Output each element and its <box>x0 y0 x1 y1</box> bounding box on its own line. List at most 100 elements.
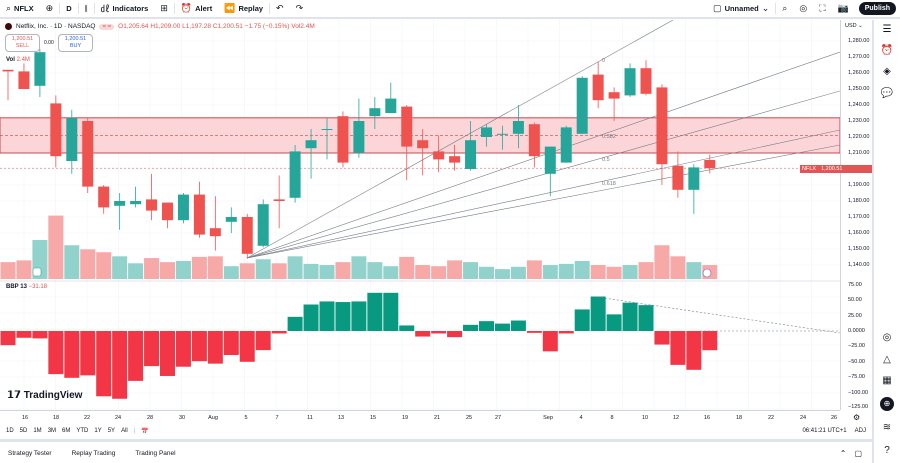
range-5y[interactable]: 5Y <box>107 428 116 434</box>
currency-select[interactable]: USD ⌄ <box>845 23 863 29</box>
redo-button[interactable]: ↷ <box>290 0 310 18</box>
buy-price: 1,200.51 <box>64 36 87 42</box>
bbp-bar <box>542 331 558 352</box>
volume-bar <box>399 256 415 279</box>
goto-date-icon[interactable]: 📅 <box>141 428 149 435</box>
price-label: 1,250.00 <box>848 86 870 92</box>
bbp-trendline <box>596 296 840 334</box>
earnings-marker-icon <box>32 267 42 277</box>
bbp-bar <box>160 331 175 376</box>
bbp-bar <box>239 331 255 362</box>
candle-body <box>592 74 604 101</box>
fullscreen-button[interactable]: ⛶ <box>813 0 831 18</box>
candle-body <box>209 228 221 237</box>
tab-trading-panel[interactable]: Trading Panel <box>135 450 176 457</box>
brand-name: TradingView <box>23 390 83 401</box>
globe-icon[interactable]: ⊕ <box>880 397 894 411</box>
layers-icon[interactable]: ◈ <box>883 66 891 77</box>
range-all[interactable]: All <box>121 428 128 434</box>
chat-icon[interactable]: 💬 <box>880 88 894 99</box>
compare-button[interactable]: ⊕ <box>40 0 60 18</box>
templates-button[interactable]: ⊞ <box>154 0 174 18</box>
volume-bar <box>239 263 255 279</box>
alerts-clock-icon[interactable]: ⏰ <box>880 45 894 56</box>
date-label: 22 <box>83 415 91 421</box>
candle-body <box>82 121 94 187</box>
range-6m[interactable]: 6M <box>62 428 71 434</box>
bbp-bar <box>367 292 383 331</box>
maximize-icon[interactable]: ▢ <box>854 449 862 458</box>
panel-controls: ⌃ ▢ <box>840 449 872 458</box>
symbol-search[interactable]: ⌕ NFLX <box>0 0 40 18</box>
candle-body <box>146 199 158 211</box>
watchlist-icon[interactable]: ☰ <box>882 24 892 35</box>
adj-button[interactable]: ADJ <box>854 428 866 434</box>
price-label: 1,190.00 <box>848 182 870 188</box>
help-icon[interactable]: ? <box>884 445 890 456</box>
undo-button[interactable]: ↶ <box>270 0 290 18</box>
range-3m[interactable]: 3M <box>47 428 57 434</box>
bbp-bar <box>0 331 16 346</box>
date-axis[interactable]: 16 18 22 24 28 30 Aug 5 7 11 13 15 19 21 25 27 Sep 4 8 10 12… <box>0 410 860 423</box>
signal-icon[interactable]: ≋ <box>882 422 892 433</box>
alert-button[interactable]: ⏰ Alert <box>175 0 218 18</box>
sell-button[interactable]: 1,200.51 SELL <box>5 34 40 52</box>
bbp-bar <box>622 302 638 331</box>
replay-label: Replay <box>238 4 264 13</box>
date-label: 16 <box>21 415 29 421</box>
interval-button[interactable]: D <box>60 0 77 18</box>
bbp-bar <box>112 331 128 399</box>
settings-button[interactable]: ◎ <box>793 0 813 18</box>
buy-label: BUY <box>69 43 82 49</box>
legend-toggle[interactable]: = = <box>99 23 115 30</box>
ideas-icon[interactable]: △ <box>883 354 891 365</box>
volume-bar <box>80 249 96 279</box>
sell-price: 1,200.51 <box>11 36 34 42</box>
range-1y[interactable]: 1Y <box>94 428 102 434</box>
fullscreen-icon: ⛶ <box>819 3 826 13</box>
volume-bar <box>160 262 175 279</box>
target-icon[interactable]: ◎ <box>882 332 892 343</box>
tab-replay-trading[interactable]: Replay Trading <box>71 450 116 457</box>
layout-button[interactable]: ▢ Unnamed ⌄ <box>707 0 775 18</box>
bbp-axis-label: 50.00 <box>848 297 862 304</box>
bbp-bar <box>479 321 494 331</box>
range-1m[interactable]: 1M <box>33 428 42 434</box>
candle-body <box>66 117 78 161</box>
chart-type-button[interactable]: ⫾ <box>79 0 94 18</box>
publish-button[interactable]: Publish <box>858 2 896 15</box>
axis-settings-icon[interactable]: ⚙ <box>853 413 861 422</box>
bbp-axis-label: 75.00 <box>848 281 862 288</box>
price-axis[interactable]: USD ⌄ 1,280.00 1,270.00 1,260.00 1,250.00 1,… <box>840 20 872 410</box>
range-1d[interactable]: 1D <box>6 428 14 434</box>
bbp-axis-label: 0.0000 <box>848 328 865 334</box>
bbp-axis-label: −125.00 <box>848 404 869 410</box>
bbp-bar <box>526 331 542 333</box>
range-5d[interactable]: 5D <box>19 428 28 434</box>
chart-canvas[interactable]: 0 0.382 0.5 0.618 <box>0 20 840 410</box>
settings-icon: ◎ <box>799 3 808 13</box>
collapse-icon[interactable]: ⌃ <box>839 449 847 458</box>
tab-strategy-tester[interactable]: Strategy Tester <box>8 450 52 457</box>
clock-time[interactable]: 06:41:21 UTC+1 <box>802 428 847 434</box>
calendar-icon[interactable]: ▦ <box>882 375 892 386</box>
ohlc-values: O1,205.64 H1,209.00 L1,197.28 C1,200.51 … <box>118 23 315 30</box>
templates-icon: ⊞ <box>160 3 168 13</box>
range-ytd[interactable]: YTD <box>76 428 89 434</box>
replay-button[interactable]: ⏪ Replay <box>218 0 269 18</box>
snapshot-button[interactable]: 📷 <box>832 0 855 18</box>
bbp-bar <box>383 292 399 331</box>
buy-button[interactable]: 1,200.51 BUY <box>58 34 93 52</box>
bbp-bar <box>223 331 239 356</box>
candle-body <box>369 108 381 117</box>
candle-body <box>672 165 684 190</box>
candle-body <box>528 124 540 157</box>
date-label: Aug <box>208 415 218 421</box>
volume-bar <box>590 265 606 279</box>
quick-search-button[interactable]: ⌕ <box>776 0 793 18</box>
volume-bar <box>96 252 112 279</box>
volume-bar <box>207 256 223 279</box>
indicators-button[interactable]: ㎗ Indicators <box>95 0 155 18</box>
volume-bar <box>510 266 526 279</box>
chevron-down-icon: ⌄ <box>761 3 770 13</box>
